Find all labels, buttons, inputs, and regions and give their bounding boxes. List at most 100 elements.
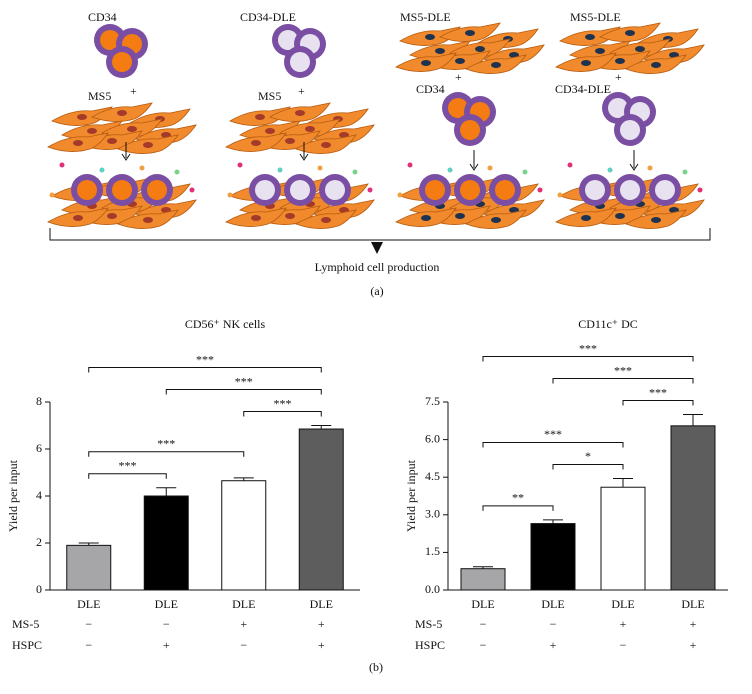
x-tick-label: DLE	[155, 597, 178, 611]
cell-core	[495, 180, 515, 200]
nucleus	[127, 126, 137, 132]
label: CD34	[416, 82, 445, 96]
label: CD34-DLE	[555, 82, 611, 96]
cell-core	[147, 180, 167, 200]
row-value: −	[480, 638, 487, 652]
nucleus	[425, 34, 435, 40]
row-value: +	[318, 638, 325, 652]
x-tick-label: DLE	[681, 597, 704, 611]
y-tick-label: 0.0	[425, 582, 440, 596]
nucleus	[87, 128, 97, 134]
nucleus	[143, 142, 153, 148]
y-tick-label: 4	[36, 488, 42, 502]
particle	[607, 167, 613, 173]
significance-bracket	[622, 400, 694, 406]
nucleus	[107, 213, 117, 219]
nucleus	[615, 213, 625, 219]
label: MS5	[88, 89, 111, 103]
cell-core	[290, 180, 310, 200]
particle	[189, 187, 195, 193]
x-tick-label: DLE	[77, 597, 100, 611]
particle	[557, 192, 563, 198]
arrow-head	[629, 163, 639, 171]
y-tick-label: 3.0	[425, 507, 440, 521]
row-value: −	[480, 617, 487, 631]
label: CD34	[88, 10, 117, 24]
arrow-head	[299, 153, 309, 161]
particle	[139, 165, 145, 171]
y-tick-label: 1.5	[425, 544, 440, 558]
nucleus	[651, 217, 661, 223]
nucleus	[615, 58, 625, 64]
particle	[522, 169, 528, 175]
label: MS5-DLE	[400, 10, 451, 24]
nucleus	[295, 110, 305, 116]
significance-label: ***	[579, 341, 597, 355]
plus: +	[615, 70, 622, 84]
y-tick-label: 4.5	[425, 469, 440, 483]
row-label: MS-5	[12, 617, 39, 631]
particle	[487, 165, 493, 171]
panel-label: (b)	[369, 660, 383, 674]
cell-core	[112, 180, 132, 200]
nucleus	[285, 213, 295, 219]
nucleus	[77, 114, 87, 120]
nucleus	[455, 58, 465, 64]
significance-label: ***	[649, 385, 667, 399]
cell-core	[77, 180, 97, 200]
cell-core	[655, 180, 675, 200]
nucleus	[585, 34, 595, 40]
pointer	[371, 242, 383, 254]
particle	[352, 169, 358, 175]
row-value: −	[550, 617, 557, 631]
significance-label: ***	[235, 374, 253, 388]
significance-label: ***	[196, 352, 214, 366]
cell-core	[325, 180, 345, 200]
y-tick-label: 6	[36, 441, 42, 455]
nucleus	[581, 215, 591, 221]
panel-label: (a)	[370, 284, 383, 298]
cell-core	[255, 180, 275, 200]
nucleus	[435, 48, 445, 54]
y-axis-label: Yield per input	[6, 459, 20, 532]
bar	[670, 425, 716, 591]
cell-core	[585, 180, 605, 200]
row-value: +	[240, 617, 247, 631]
row-value: −	[163, 617, 170, 631]
nucleus	[255, 114, 265, 120]
chart-title: CD11c⁺ DC	[578, 317, 638, 331]
particle	[682, 169, 688, 175]
significance-bracket	[482, 505, 554, 511]
cell-core	[278, 30, 298, 50]
cell-core	[608, 98, 628, 118]
chart-title: CD56⁺ NK cells	[185, 317, 266, 331]
nucleus	[265, 128, 275, 134]
nucleus	[285, 138, 295, 144]
x-tick-label: DLE	[541, 597, 564, 611]
row-value: −	[85, 638, 92, 652]
y-tick-label: 7.5	[425, 394, 440, 408]
particle	[317, 165, 323, 171]
nucleus	[491, 62, 501, 68]
nucleus	[651, 62, 661, 68]
nucleus	[251, 215, 261, 221]
y-tick-label: 8	[36, 394, 42, 408]
significance-bracket	[165, 389, 322, 395]
row-value: +	[318, 617, 325, 631]
cell-core	[620, 180, 640, 200]
significance-bracket	[552, 463, 624, 470]
caption: Lymphoid cell production	[315, 260, 440, 274]
bar	[143, 495, 189, 591]
arrow-head	[469, 163, 479, 171]
particle	[99, 167, 105, 173]
label: MS5-DLE	[570, 10, 621, 24]
row-value: −	[85, 617, 92, 631]
bar	[530, 523, 576, 591]
particle	[447, 167, 453, 173]
label: CD34-DLE	[240, 10, 296, 24]
plus: +	[130, 84, 137, 98]
nucleus	[475, 46, 485, 52]
particle	[697, 187, 703, 193]
nucleus	[321, 142, 331, 148]
particle	[407, 162, 413, 168]
